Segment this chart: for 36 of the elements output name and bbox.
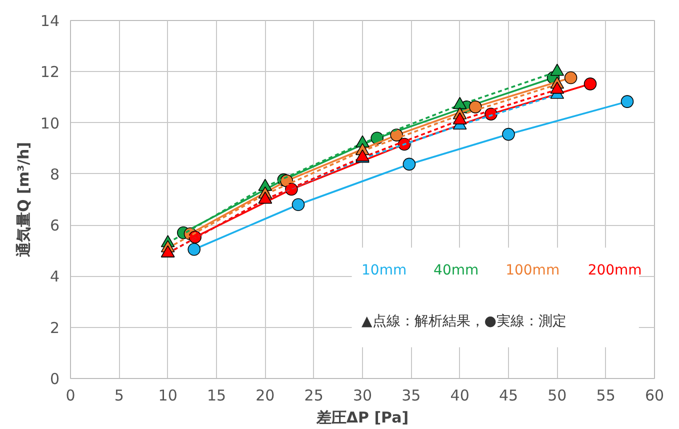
x-tick-label: 45 bbox=[498, 386, 518, 404]
y-tick-label: 0 bbox=[50, 370, 60, 388]
point bbox=[584, 78, 597, 90]
x-tick-label: 10 bbox=[158, 386, 178, 404]
point bbox=[188, 242, 201, 256]
x-tick-label: 40 bbox=[450, 386, 470, 404]
y-tick-label: 6 bbox=[50, 216, 60, 235]
y-tick-label: 4 bbox=[50, 268, 60, 286]
y-tick-label: 8 bbox=[50, 165, 60, 184]
x-tick-label: 15 bbox=[206, 386, 226, 404]
x-axis-title: 差圧ΔP [Pa] bbox=[315, 408, 409, 426]
x-tick-label: 50 bbox=[548, 386, 567, 404]
x-tick-label: 25 bbox=[304, 386, 324, 404]
x-tick-label: 60 bbox=[644, 386, 664, 404]
x-tick-label: 0 bbox=[66, 386, 76, 404]
point bbox=[469, 100, 482, 114]
x-tick-label: 35 bbox=[402, 386, 421, 404]
y-tick-label: 14 bbox=[40, 12, 60, 30]
point bbox=[564, 71, 578, 84]
annotation: ▲点線：解析結果，●実線：測定 bbox=[362, 313, 567, 330]
text: 10mm bbox=[362, 262, 407, 278]
y-tick-label: 2 bbox=[50, 318, 60, 337]
x-tick-label: 55 bbox=[596, 386, 616, 404]
text: 100mm bbox=[506, 262, 560, 278]
text: 200mm bbox=[588, 262, 642, 278]
point bbox=[502, 128, 515, 141]
point bbox=[292, 198, 305, 211]
x-tick-label: 20 bbox=[256, 386, 275, 404]
y-tick-label: 12 bbox=[40, 63, 60, 82]
x-tick-label: 30 bbox=[352, 386, 372, 404]
point bbox=[620, 95, 634, 108]
y-axis-title: 通気量Q [m³/h] bbox=[14, 142, 32, 258]
x-tick-label: 5 bbox=[114, 386, 124, 404]
y-tick-label: 10 bbox=[40, 114, 60, 132]
point bbox=[402, 158, 416, 171]
text: 40mm bbox=[434, 262, 479, 278]
